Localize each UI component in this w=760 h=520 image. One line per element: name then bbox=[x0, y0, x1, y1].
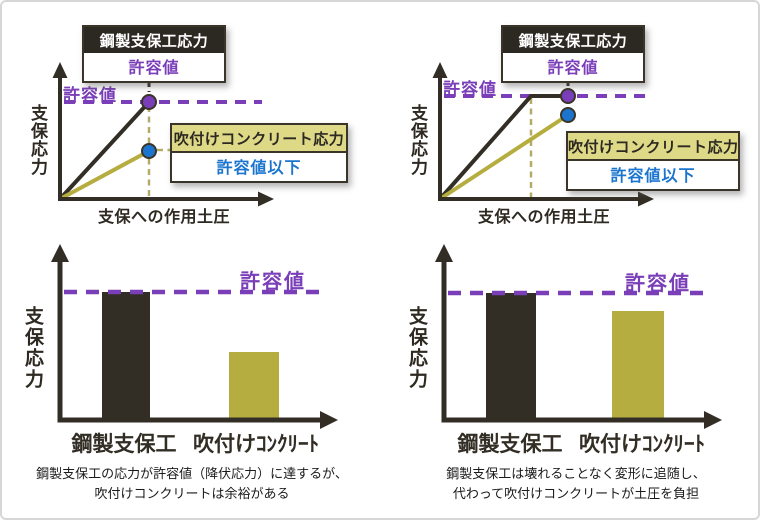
x-axis-label: 支保への作用土圧 bbox=[97, 209, 230, 226]
steel-bar bbox=[486, 293, 536, 420]
category-label-steel: 鋼製支保工 bbox=[457, 433, 563, 456]
steel-bar bbox=[102, 292, 150, 420]
panel-bottom-right-bar-chart: 許容値 支保応力 鋼製支保工 吹付けｺﾝｸﾘｰﾄ 鋼製支保工は壊れることなく変形… bbox=[382, 232, 758, 518]
caption-left-line1: 鋼製支保工の応力が許容値（降伏応力）に達するが、 bbox=[36, 466, 348, 481]
shotcrete-stress-callout-value: 許容値以下 bbox=[172, 153, 346, 181]
allowable-line-label: 許容値 bbox=[240, 271, 306, 293]
caption-right: 鋼製支保工は壊れることなく変形に追随し、 代わって吹付けコンクリートが土圧を負担 bbox=[400, 464, 752, 504]
bar-chart-left bbox=[51, 244, 338, 429]
bar-chart-right bbox=[435, 244, 722, 429]
shotcrete-stress-callout-value: 許容値以下 bbox=[568, 161, 738, 189]
steel-stress-line bbox=[438, 94, 568, 201]
caption-left-line2: 吹付けコンクリートは余裕がある bbox=[94, 486, 290, 501]
y-axis-label: 支保応力 bbox=[406, 306, 427, 390]
line-chart-left bbox=[52, 62, 274, 207]
shotcrete-bar bbox=[612, 311, 664, 420]
x-axis-arrow-icon bbox=[320, 411, 338, 429]
steel-stress-callout-title: 鋼製支保工応力 bbox=[84, 27, 224, 53]
panel-top-right-line-chart: 許容値 支保応力 支保への作用土圧 鋼製支保工応力 許容値 吹付けコンクリート応… bbox=[382, 2, 758, 232]
category-label-shotcrete: 吹付けｺﾝｸﾘｰﾄ bbox=[579, 433, 705, 456]
category-label-shotcrete: 吹付けｺﾝｸﾘｰﾄ bbox=[193, 433, 319, 456]
shotcrete-point-marker bbox=[560, 107, 576, 123]
shotcrete-bar bbox=[229, 352, 279, 420]
x-axis-arrow-icon bbox=[258, 191, 274, 207]
y-axis-label: 支保応力 bbox=[22, 306, 43, 390]
y-axis-label: 支保応力 bbox=[28, 104, 47, 176]
shotcrete-stress-line bbox=[438, 113, 570, 201]
panel-bottom-left-bar-chart: 許容値 支保応力 鋼製支保工 吹付けｺﾝｸﾘｰﾄ 鋼製支保工の応力が許容値（降伏… bbox=[2, 232, 382, 518]
x-axis-arrow-icon bbox=[638, 191, 654, 207]
allowable-line-label: 許容値 bbox=[63, 86, 117, 105]
steel-stress-callout-title: 鋼製支保工応力 bbox=[503, 27, 643, 53]
allowable-line-label: 許容値 bbox=[625, 273, 691, 295]
steel-point-marker bbox=[560, 88, 576, 104]
caption-right-line2: 代わって吹付けコンクリートが土圧を負担 bbox=[452, 486, 700, 501]
category-label-steel: 鋼製支保工 bbox=[71, 433, 177, 456]
y-axis-label: 支保応力 bbox=[408, 104, 427, 176]
steel-stress-callout: 鋼製支保工応力 許容値 bbox=[82, 25, 226, 83]
line-chart-right bbox=[432, 62, 654, 207]
caption-left: 鋼製支保工の応力が許容値（降伏応力）に達するが、 吹付けコンクリートは余裕がある bbox=[12, 464, 372, 504]
steel-stress-callout: 鋼製支保工応力 許容値 bbox=[501, 25, 645, 83]
steel-point-marker bbox=[141, 94, 157, 110]
shotcrete-point-marker bbox=[141, 143, 157, 159]
shotcrete-stress-line bbox=[59, 149, 150, 201]
steel-stress-line bbox=[58, 100, 151, 201]
shotcrete-stress-callout: 吹付けコンクリート応力 許容値以下 bbox=[566, 131, 740, 191]
caption-right-line1: 鋼製支保工は壊れることなく変形に追随し、 bbox=[446, 466, 706, 481]
y-axis-arrow-icon bbox=[432, 62, 448, 78]
x-axis-arrow-icon bbox=[704, 411, 722, 429]
shotcrete-stress-callout-title: 吹付けコンクリート応力 bbox=[568, 133, 738, 161]
panel-top-left-line-chart: 許容値 支保応力 支保への作用土圧 鋼製支保工応力 許容値 吹付けコンクリート応… bbox=[2, 2, 382, 232]
steel-stress-callout-value: 許容値 bbox=[84, 53, 224, 81]
y-axis-arrow-icon bbox=[435, 244, 453, 262]
allowable-line-label: 許容値 bbox=[443, 80, 497, 99]
y-axis-arrow-icon bbox=[51, 244, 69, 262]
y-axis-arrow-icon bbox=[52, 62, 68, 78]
shotcrete-stress-callout: 吹付けコンクリート応力 許容値以下 bbox=[170, 123, 348, 183]
shotcrete-stress-callout-title: 吹付けコンクリート応力 bbox=[172, 125, 346, 153]
x-axis-label: 支保への作用土圧 bbox=[477, 209, 610, 226]
steel-stress-callout-value: 許容値 bbox=[503, 53, 643, 81]
